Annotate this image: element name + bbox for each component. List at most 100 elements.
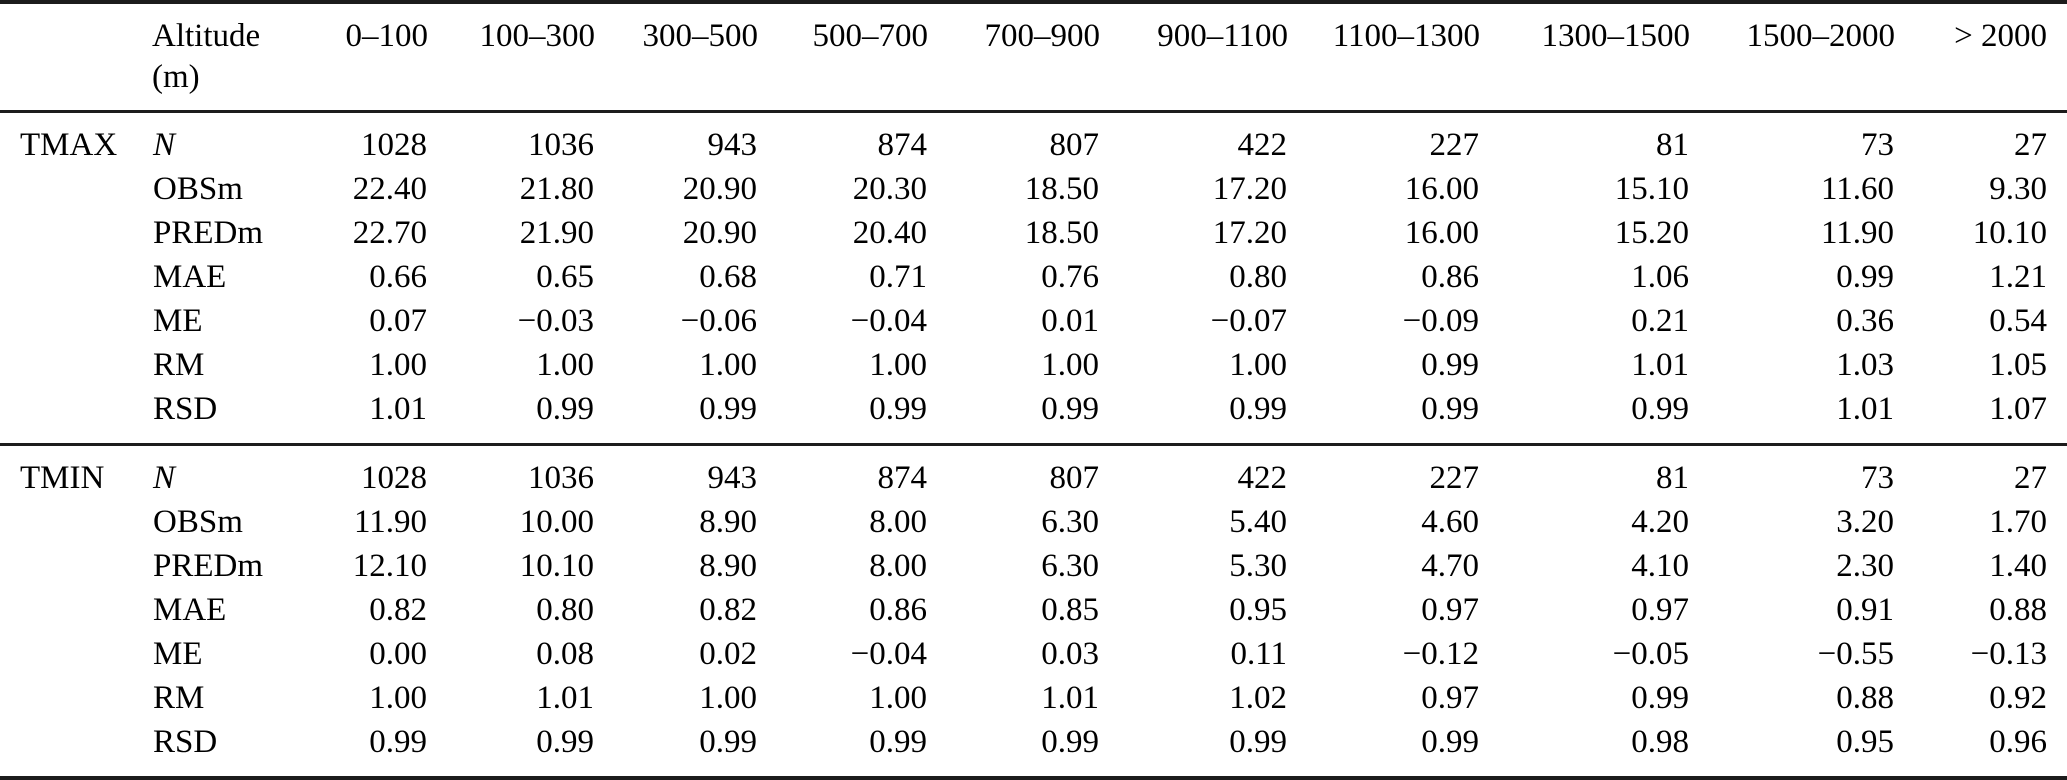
value-cell: 0.99 (699, 724, 757, 760)
value-cell: 0.76 (1041, 259, 1099, 295)
value-cell: 0.02 (699, 636, 757, 672)
value-cell: 0.01 (1041, 303, 1099, 339)
value-cell: 22.40 (352, 171, 427, 207)
value-cell: 0.65 (536, 259, 594, 295)
value-cell: 874 (877, 127, 928, 163)
value-cell: 1.01 (369, 391, 427, 427)
value-cell: 0.36 (1836, 303, 1894, 339)
value-cell: 0.92 (1989, 680, 2047, 716)
altitude-header-line2: (m) (152, 59, 200, 95)
value-cell: 0.11 (1230, 636, 1287, 672)
column-header-100-300: 100–300 (479, 18, 596, 54)
value-cell: −0.05 (1612, 636, 1689, 672)
value-cell: 4.10 (1631, 548, 1689, 584)
value-cell: 1.00 (869, 347, 927, 383)
value-cell: 8.00 (869, 504, 927, 540)
value-cell: 0.99 (536, 391, 594, 427)
section-label (0, 211, 152, 255)
value-cell: 3.20 (1836, 504, 1894, 540)
value-cell: 1.03 (1836, 347, 1894, 383)
table-row: OBSm 22.40 21.80 20.90 20.30 18.50 17.20 16.00 1… (0, 167, 2067, 211)
value-cell: 227 (1429, 460, 1480, 496)
column-header-1100-1300: 1100–1300 (1332, 18, 1480, 54)
section-label (0, 500, 152, 544)
value-cell: 0.97 (1631, 592, 1689, 628)
value-cell: 1.02 (1229, 680, 1287, 716)
table-row: PREDm 22.70 21.90 20.90 20.40 18.50 17.20 16.00… (0, 211, 2067, 255)
section-label (0, 343, 152, 387)
value-cell: −0.13 (1970, 636, 2047, 672)
section-label (0, 544, 152, 588)
table-row: ME 0.07 −0.03 −0.06 −0.04 0.01 −0.07 −0.09 0.21 0… (0, 299, 2067, 343)
value-cell: 0.82 (699, 592, 757, 628)
value-cell: 4.70 (1421, 548, 1479, 584)
value-cell: 21.90 (519, 215, 594, 251)
value-cell: 0.00 (369, 636, 427, 672)
value-cell: 227 (1429, 127, 1480, 163)
value-cell: 0.99 (699, 391, 757, 427)
table-row: TMIN N 1028 1036 943 874 807 422 227 81 73 27 (0, 445, 2067, 501)
value-cell: 11.90 (1820, 215, 1894, 251)
table-row: RM 1.00 1.01 1.00 1.00 1.01 1.02 0.97 0.99 0.88 0.… (0, 676, 2067, 720)
metric-label: N (153, 127, 176, 163)
metric-label: N (153, 460, 176, 496)
column-header-700-900: 700–900 (984, 18, 1101, 54)
value-cell: 27 (2014, 460, 2047, 496)
metric-label: OBSm (153, 171, 243, 207)
value-cell: 422 (1237, 460, 1288, 496)
value-cell: 0.99 (369, 724, 427, 760)
value-cell: 0.99 (869, 391, 927, 427)
table-row: TMAX N 1028 1036 943 874 807 422 227 81 73 27 (0, 112, 2067, 168)
metric-label: MAE (153, 592, 227, 628)
value-cell: 0.96 (1989, 724, 2047, 760)
value-cell: 0.86 (869, 592, 927, 628)
value-cell: 1.21 (1989, 259, 2047, 295)
value-cell: 5.30 (1229, 548, 1287, 584)
value-cell: 807 (1049, 127, 1100, 163)
column-header-1500-2000: 1500–2000 (1746, 18, 1896, 54)
value-cell: 73 (1861, 127, 1894, 163)
value-cell: 0.86 (1421, 259, 1479, 295)
header-row: Altitude (m) 0–100 100–300 300–500 500–7… (0, 2, 2067, 112)
value-cell: 0.07 (369, 303, 427, 339)
value-cell: 0.82 (369, 592, 427, 628)
section-label (0, 676, 152, 720)
value-cell: 4.60 (1421, 504, 1479, 540)
value-cell: 1.00 (369, 347, 427, 383)
altitude-header: Altitude (m) (152, 2, 292, 112)
value-cell: 11.60 (1820, 171, 1894, 207)
value-cell: 5.40 (1229, 504, 1287, 540)
value-cell: 20.90 (682, 171, 757, 207)
value-cell: 0.99 (1836, 259, 1894, 295)
column-header-1300-1500: 1300–1500 (1541, 18, 1691, 54)
value-cell: 1028 (361, 127, 427, 163)
metric-label: RSD (153, 391, 218, 427)
value-cell: 0.98 (1631, 724, 1689, 760)
value-cell: 0.54 (1989, 303, 2047, 339)
value-cell: 0.66 (369, 259, 427, 295)
metric-label: RSD (153, 724, 218, 760)
value-cell: 1.01 (1836, 391, 1894, 427)
value-cell: 0.88 (1836, 680, 1894, 716)
value-cell: 943 (707, 127, 758, 163)
value-cell: 422 (1237, 127, 1288, 163)
value-cell: −0.04 (850, 636, 927, 672)
value-cell: 1.01 (536, 680, 594, 716)
value-cell: 0.97 (1421, 592, 1479, 628)
value-cell: −0.55 (1817, 636, 1894, 672)
value-cell: 81 (1656, 460, 1689, 496)
metric-label: PREDm (153, 215, 264, 251)
value-cell: 0.71 (869, 259, 927, 295)
corner-cell (0, 2, 152, 112)
value-cell: 6.30 (1041, 548, 1099, 584)
value-cell: −0.03 (517, 303, 594, 339)
value-cell: 0.85 (1041, 592, 1099, 628)
metric-label: RM (153, 680, 205, 716)
column-header-gt-2000: > 2000 (1954, 18, 2047, 54)
value-cell: 0.97 (1421, 680, 1479, 716)
value-cell: 0.99 (1631, 391, 1689, 427)
value-cell: 8.00 (869, 548, 927, 584)
value-cell: 1.40 (1989, 548, 2047, 584)
altitude-header-line1: Altitude (152, 18, 261, 54)
section-label (0, 632, 152, 676)
